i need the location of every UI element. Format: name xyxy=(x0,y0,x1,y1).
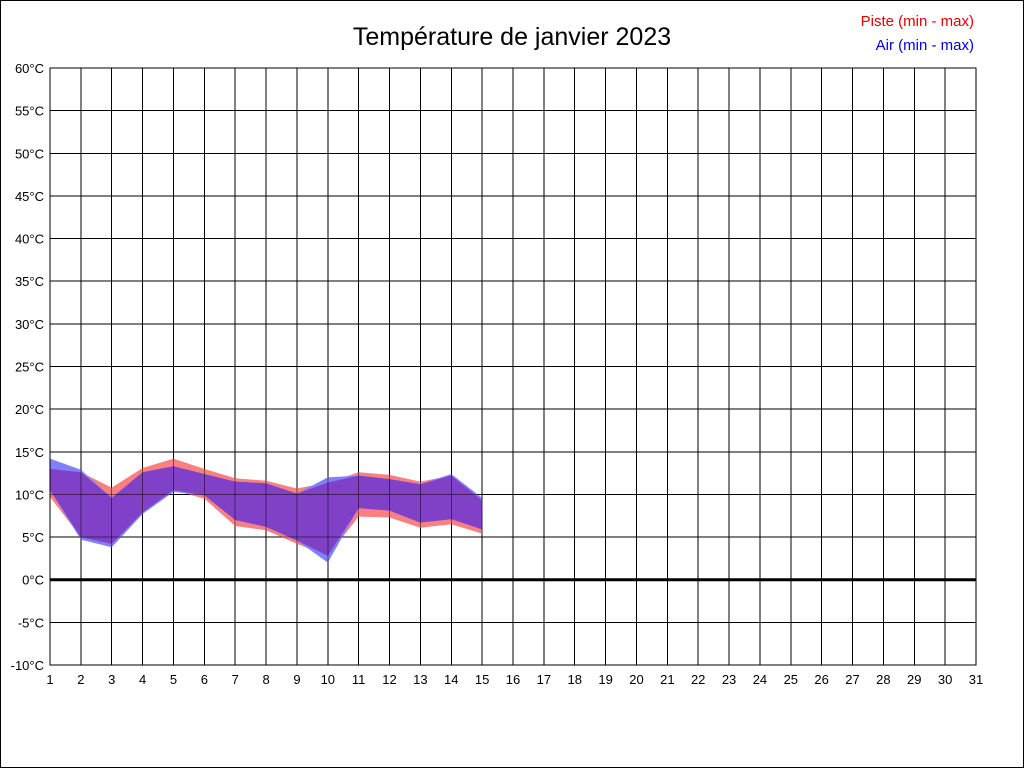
x-tick-label: 28 xyxy=(876,672,890,687)
y-tick-label: 5°C xyxy=(22,530,44,545)
y-tick-label: -5°C xyxy=(18,615,44,630)
x-tick-label: 6 xyxy=(201,672,208,687)
x-tick-label: 10 xyxy=(321,672,335,687)
x-tick-label: 30 xyxy=(938,672,952,687)
x-tick-label: 26 xyxy=(814,672,828,687)
y-tick-label: 15°C xyxy=(15,445,44,460)
x-tick-label: 1 xyxy=(46,672,53,687)
x-tick-label: 31 xyxy=(969,672,983,687)
x-tick-label: 15 xyxy=(475,672,489,687)
x-tick-label: 5 xyxy=(170,672,177,687)
y-tick-label: 45°C xyxy=(15,189,44,204)
legend-piste: Piste (min - max) xyxy=(860,13,974,30)
x-tick-label: 13 xyxy=(413,672,427,687)
y-tick-label: 10°C xyxy=(15,487,44,502)
x-tick-label: 17 xyxy=(537,672,551,687)
grid-over xyxy=(49,67,977,666)
y-tick-label: 35°C xyxy=(15,274,44,289)
x-tick-label: 19 xyxy=(598,672,612,687)
x-tick-label: 3 xyxy=(108,672,115,687)
x-tick-label: 24 xyxy=(753,672,767,687)
x-tick-label: 25 xyxy=(784,672,798,687)
x-tick-label: 22 xyxy=(691,672,705,687)
x-tick-label: 29 xyxy=(907,672,921,687)
y-tick-label: 55°C xyxy=(15,104,44,119)
y-tick-label: 20°C xyxy=(15,402,44,417)
x-tick-label: 9 xyxy=(293,672,300,687)
x-tick-label: 2 xyxy=(77,672,84,687)
x-tick-label: 21 xyxy=(660,672,674,687)
x-tick-label: 12 xyxy=(382,672,396,687)
plot-border xyxy=(49,67,977,666)
y-tick-label: 25°C xyxy=(15,360,44,375)
x-tick-label: 27 xyxy=(845,672,859,687)
y-tick-label: 40°C xyxy=(15,232,44,247)
x-tick-label: 11 xyxy=(352,672,366,687)
x-tick-label: 7 xyxy=(232,672,239,687)
x-tick-label: 16 xyxy=(506,672,520,687)
chart-title: Température de janvier 2023 xyxy=(352,23,672,51)
y-tick-label: 30°C xyxy=(15,317,44,332)
x-tick-label: 14 xyxy=(444,672,458,687)
y-tick-label: 60°C xyxy=(15,61,44,76)
x-tick-label: 18 xyxy=(567,672,581,687)
y-tick-label: 50°C xyxy=(15,146,44,161)
legend-air: Air (min - max) xyxy=(875,37,974,54)
x-tick-label: 23 xyxy=(722,672,736,687)
x-tick-label: 8 xyxy=(262,672,269,687)
y-tick-label: 0°C xyxy=(22,573,44,588)
x-tick-label: 20 xyxy=(629,672,643,687)
y-tick-label: -10°C xyxy=(11,658,44,673)
legend: Piste (min - max) Air (min - max) xyxy=(861,10,974,58)
x-tick-label: 4 xyxy=(139,672,146,687)
